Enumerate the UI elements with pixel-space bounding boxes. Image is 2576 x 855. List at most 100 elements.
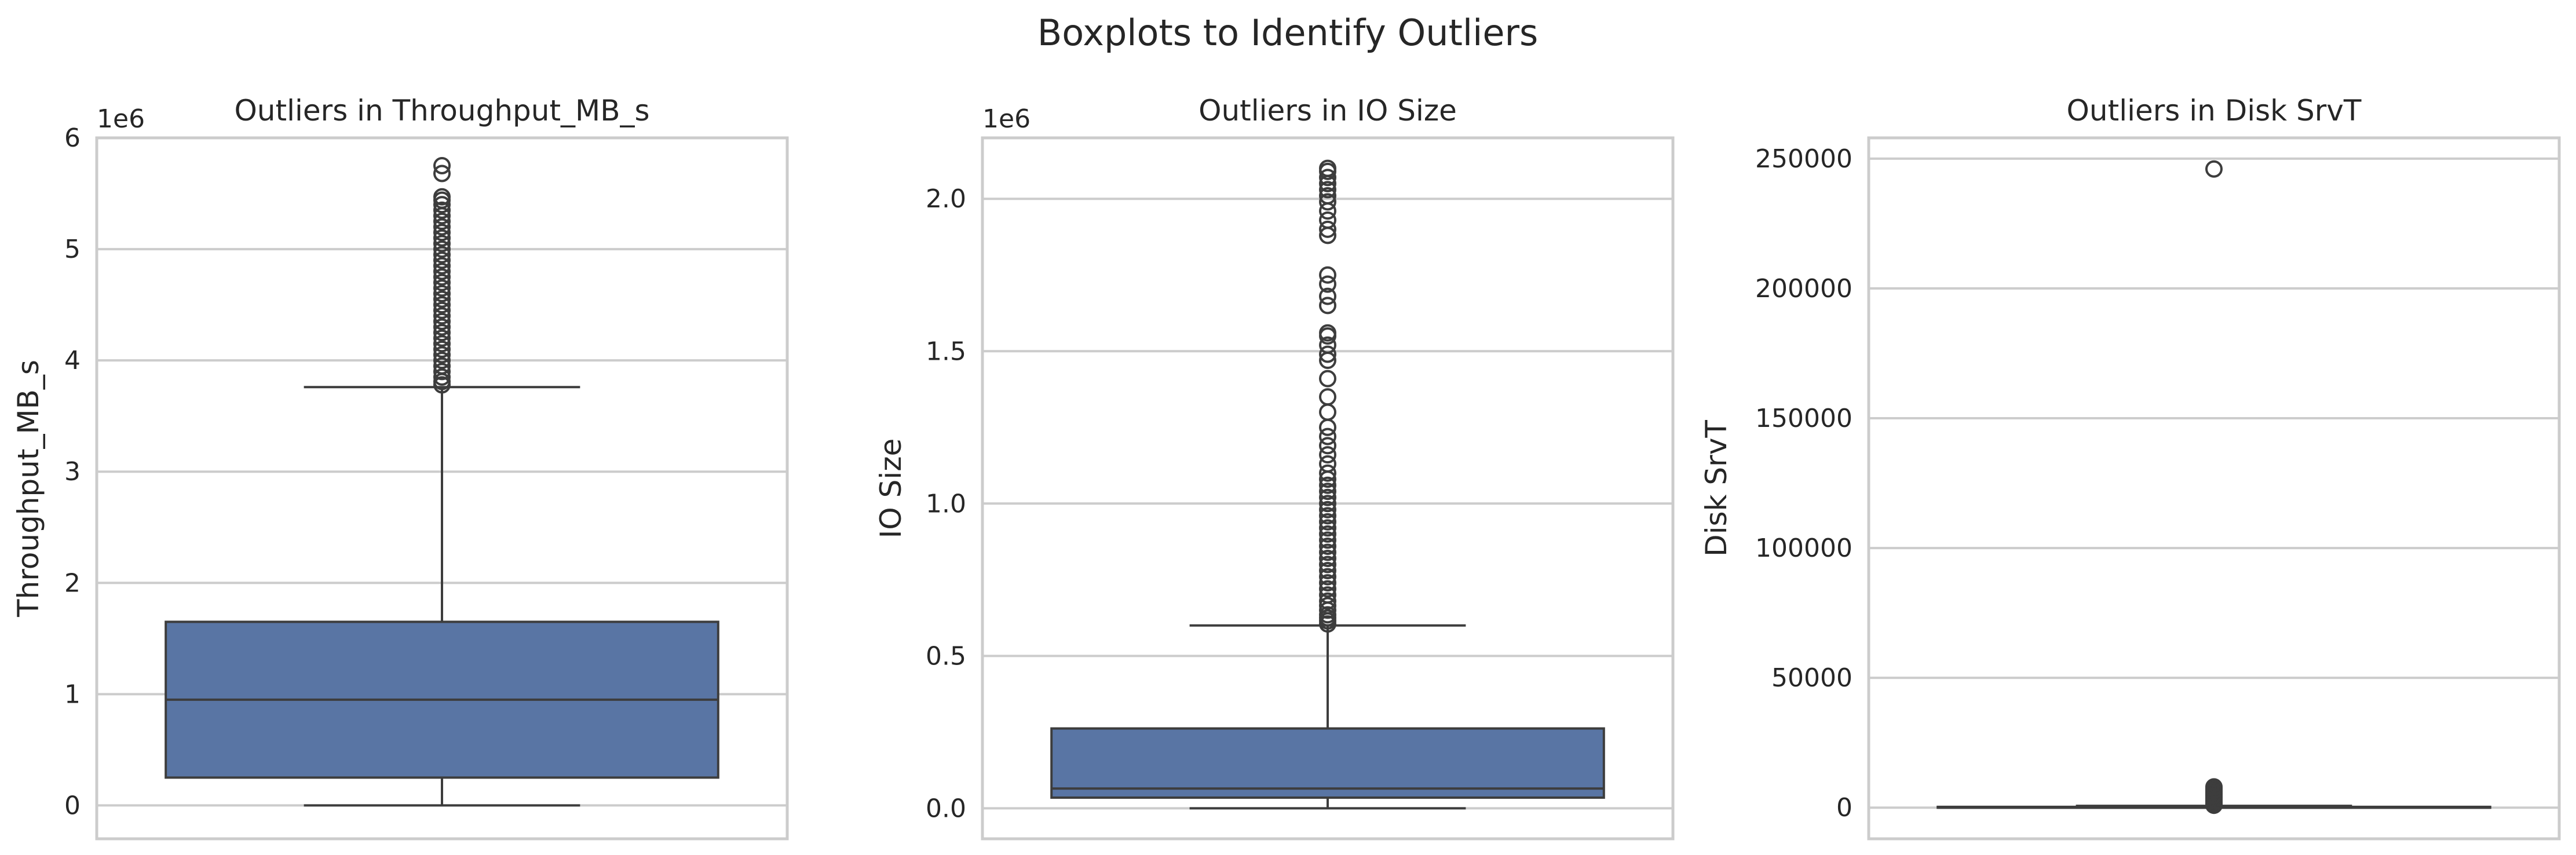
outlier-point [1319,519,1336,537]
outlier-point [433,251,451,269]
y-tick-label: 100000 [1755,534,1852,563]
boxplot-io-size [1050,159,1605,810]
panel-title-throughput: Outliers in Throughput_MB_s [234,94,649,127]
y-tick-label: 1.5 [926,337,966,366]
outlier-point [433,290,451,308]
y-tick-label: 2 [64,568,81,598]
outlier-point [1319,211,1336,229]
outlier-point [433,340,451,358]
outlier-point [433,165,451,182]
outlier-point [1319,446,1336,464]
outlier-point [1319,483,1336,500]
outlier-point [1319,266,1336,284]
outlier-point [433,262,451,280]
outlier-point [433,318,451,336]
panel-title-disk-srvt: Outliers in Disk SrvT [2067,94,2362,127]
y-tick-label: 200000 [1755,274,1852,304]
outlier-point [433,273,451,291]
outlier-point [1319,418,1336,436]
outlier-point [433,240,451,258]
outlier-point [433,229,451,247]
outlier-point [433,352,451,370]
y-axis-label-io-size: IO Size [874,439,908,539]
outlier-point [433,213,451,231]
y-tick-label: 0 [64,791,81,820]
outlier-point [1319,550,1336,567]
y-ticks-throughput: 0 1 2 3 4 5 6 [64,123,81,820]
outlier-point [1319,437,1336,455]
outlier-point [1319,455,1336,473]
outlier-point [433,201,451,219]
outlier-point [1319,580,1336,598]
outlier-point [1319,568,1336,586]
outlier-point [1319,525,1336,543]
outlier-point [1319,427,1336,445]
outlier-point [1319,181,1336,199]
outlier-point [1319,513,1336,531]
y-offset-label-throughput: 1e6 [97,104,145,134]
outlier-point [433,235,451,253]
outlier-point [433,284,451,302]
iqr-box [1050,727,1605,799]
outlier-point [1319,597,1336,615]
outlier-point [433,157,451,175]
outlier-point [433,324,451,342]
outlier-point [1319,531,1336,549]
outlier-point [1319,556,1336,573]
outlier-point [433,296,451,314]
outlier-point [1319,543,1336,561]
outlier-point [1319,336,1336,354]
outlier-point [1319,159,1336,177]
outlier-point [1319,495,1336,513]
y-tick-label: 1.0 [926,489,966,518]
outlier-point [1319,574,1336,592]
outlier-point [1319,476,1336,494]
outlier-point [1319,187,1336,204]
outlier-point [1319,193,1336,211]
outlier-point [433,312,451,330]
plot-frame-disk-srvt [1867,136,2561,841]
outlier-point [433,301,451,319]
y-tick-label: 2.0 [926,184,966,214]
y-tick-label: 1 [64,679,81,709]
panel-title-io-size: Outliers in IO Size [1199,94,1457,127]
outlier-point [1319,500,1336,518]
y-tick-label: 5 [64,235,81,264]
outlier-point [1319,507,1336,525]
y-tick-label: 6 [64,123,81,153]
plot-frame-throughput [95,136,789,841]
outlier-point [1319,169,1336,187]
outlier-point [2205,160,2223,178]
outlier-point [1319,220,1336,238]
y-offset-label-io-size: 1e6 [982,104,1031,134]
outlier-point [433,279,451,297]
outlier-point [1319,488,1336,506]
y-ticks-io-size: 0.0 0.5 1.0 1.5 2.0 [926,184,966,823]
outlier-point [433,196,451,214]
outlier-point [1319,403,1336,421]
outlier-point [433,224,451,242]
boxplot-disk-srvt [1936,160,2491,814]
y-tick-label: 50000 [1771,663,1852,693]
outlier-point [433,268,451,286]
outlier-point [433,188,451,206]
outlier-point [1319,606,1336,624]
y-tick-label: 0.5 [926,641,966,671]
y-tick-label: 4 [64,346,81,375]
grid-lines-disk-srvt [1869,157,2559,809]
outlier-point [433,335,451,353]
outlier-point [1319,586,1336,604]
outlier-point [1319,345,1336,363]
outlier-point [433,307,451,325]
outlier-point [2205,778,2223,796]
outlier-point [433,346,451,364]
outlier-point [1319,324,1336,342]
outlier-point [433,246,451,264]
y-tick-label: 150000 [1755,404,1852,433]
outlier-point [433,257,451,275]
y-tick-label: 0.0 [926,794,966,823]
outlier-point [433,218,451,236]
outlier-point [1319,287,1336,305]
